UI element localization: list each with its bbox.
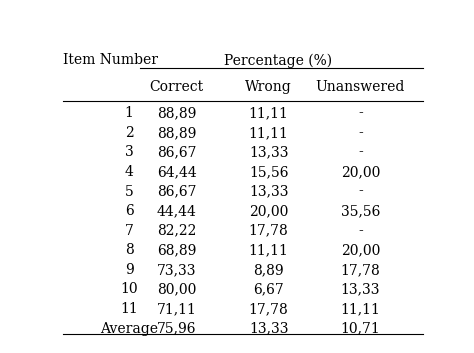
Text: 82,22: 82,22 — [157, 224, 197, 238]
Text: 8: 8 — [125, 243, 133, 257]
Text: -: - — [358, 126, 363, 140]
Text: Correct: Correct — [150, 80, 204, 94]
Text: 73,33: 73,33 — [157, 263, 197, 277]
Text: 11: 11 — [120, 302, 138, 316]
Text: 11,11: 11,11 — [340, 302, 381, 316]
Text: -: - — [358, 106, 363, 120]
Text: 80,00: 80,00 — [157, 282, 197, 297]
Text: 88,89: 88,89 — [157, 126, 197, 140]
Text: 10: 10 — [120, 282, 138, 297]
Text: -: - — [358, 185, 363, 198]
Text: 1: 1 — [125, 106, 134, 120]
Text: 10,71: 10,71 — [341, 322, 380, 335]
Text: Average: Average — [100, 322, 158, 335]
Text: 3: 3 — [125, 145, 133, 159]
Text: 64,44: 64,44 — [157, 165, 197, 179]
Text: 88,89: 88,89 — [157, 106, 197, 120]
Text: 20,00: 20,00 — [341, 165, 380, 179]
Text: 17,78: 17,78 — [341, 263, 380, 277]
Text: 9: 9 — [125, 263, 133, 277]
Text: 44,44: 44,44 — [157, 204, 197, 218]
Text: 11,11: 11,11 — [249, 243, 289, 257]
Text: 68,89: 68,89 — [157, 243, 197, 257]
Text: Wrong: Wrong — [245, 80, 292, 94]
Text: 13,33: 13,33 — [249, 322, 288, 335]
Text: 4: 4 — [125, 165, 134, 179]
Text: 11,11: 11,11 — [249, 126, 289, 140]
Text: 20,00: 20,00 — [341, 243, 380, 257]
Text: Percentage (%): Percentage (%) — [224, 53, 332, 68]
Text: 13,33: 13,33 — [249, 145, 288, 159]
Text: 5: 5 — [125, 185, 133, 198]
Text: 17,78: 17,78 — [249, 302, 289, 316]
Text: 20,00: 20,00 — [249, 204, 288, 218]
Text: 7: 7 — [125, 224, 134, 238]
Text: 13,33: 13,33 — [249, 185, 288, 198]
Text: 86,67: 86,67 — [157, 185, 197, 198]
Text: 2: 2 — [125, 126, 133, 140]
Text: 17,78: 17,78 — [249, 224, 289, 238]
Text: 8,89: 8,89 — [253, 263, 284, 277]
Text: Unanswered: Unanswered — [316, 80, 405, 94]
Text: 71,11: 71,11 — [157, 302, 197, 316]
Text: 6: 6 — [125, 204, 133, 218]
Text: 86,67: 86,67 — [157, 145, 197, 159]
Text: 6,67: 6,67 — [253, 282, 284, 297]
Text: Item Number: Item Number — [63, 53, 158, 67]
Text: -: - — [358, 224, 363, 238]
Text: 11,11: 11,11 — [249, 106, 289, 120]
Text: 75,96: 75,96 — [157, 322, 197, 335]
Text: 35,56: 35,56 — [341, 204, 380, 218]
Text: 13,33: 13,33 — [341, 282, 380, 297]
Text: 15,56: 15,56 — [249, 165, 288, 179]
Text: -: - — [358, 145, 363, 159]
